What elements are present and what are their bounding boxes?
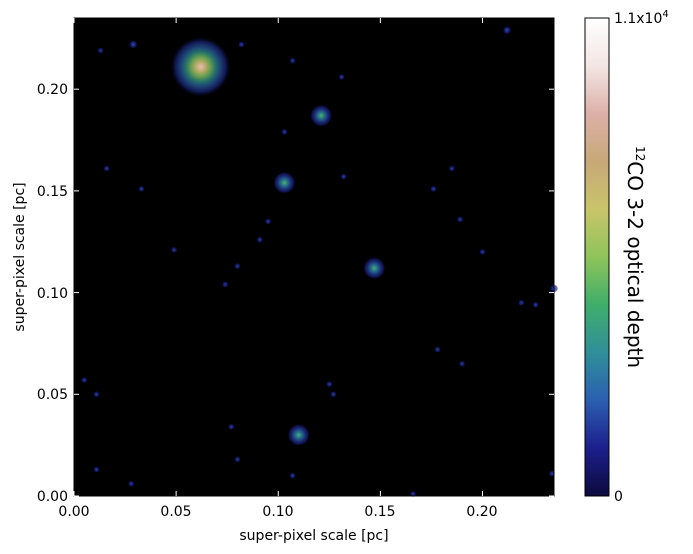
y-tick-label: 0.05 — [37, 387, 68, 403]
source-blob — [222, 281, 229, 288]
plot-area — [74, 18, 554, 496]
source-blob — [93, 391, 100, 398]
source-blob — [81, 377, 88, 384]
x-axis-title: super-pixel scale [pc] — [239, 528, 388, 544]
x-tick-label: 0.00 — [58, 504, 89, 520]
source-blob — [170, 36, 231, 97]
source-blob — [171, 246, 178, 253]
source-blob — [234, 456, 241, 463]
x-tick-label: 0.05 — [160, 504, 191, 520]
tick-marks — [73, 18, 554, 497]
source-blob — [363, 257, 386, 280]
source-blob — [265, 218, 272, 225]
x-axis: 0.00 0.05 0.10 0.15 0.20 super-pixel sca… — [58, 504, 497, 544]
source-blob — [338, 73, 345, 80]
y-tick-label: 0.20 — [37, 82, 68, 98]
source-blob — [330, 391, 337, 398]
source-blob — [479, 248, 486, 255]
colorbar-scale — [584, 17, 610, 497]
colorbar-title: 12CO 3-2 optical depth — [623, 146, 647, 368]
colorbar-max-label: 1.1x104 — [614, 9, 669, 27]
source-blob — [228, 423, 235, 430]
source-blob — [430, 185, 437, 192]
source-blob — [459, 360, 466, 367]
source-blob — [273, 171, 296, 194]
source-blob — [256, 236, 263, 243]
source-blob — [238, 41, 245, 48]
source-blob — [287, 423, 310, 446]
source-blob — [548, 470, 555, 477]
x-tick-label: 0.15 — [364, 504, 395, 520]
source-blob — [532, 301, 539, 308]
source-blob — [340, 173, 347, 180]
source-blob — [410, 490, 417, 497]
source-blob — [518, 299, 525, 306]
source-blob — [93, 466, 100, 473]
source-blob — [289, 57, 296, 64]
source-blob — [434, 346, 441, 353]
source-blob — [289, 472, 296, 479]
source-blob — [503, 26, 512, 35]
plot-frame — [73, 17, 555, 497]
source-blob — [234, 263, 241, 270]
source-blob — [281, 128, 288, 135]
x-tick-label: 0.10 — [262, 504, 293, 520]
y-tick-label: 0.15 — [37, 184, 68, 200]
source-blob — [310, 104, 333, 127]
y-tick-label: 0.10 — [37, 286, 68, 302]
source-blob — [129, 40, 138, 49]
sources-layer — [81, 26, 558, 497]
colorbar: 0 1.1x104 12CO 3-2 optical depth — [584, 9, 669, 505]
source-blob — [138, 185, 145, 192]
x-tick-label: 0.20 — [466, 504, 497, 520]
colorbar-min-label: 0 — [614, 489, 623, 505]
source-blob — [128, 480, 135, 487]
source-blob — [103, 165, 110, 172]
source-blob — [97, 47, 104, 54]
source-blob — [457, 216, 464, 223]
y-axis: 0.00 0.05 0.10 0.15 0.20 super-pixel sca… — [12, 82, 68, 505]
source-blob — [448, 165, 455, 172]
y-axis-title: super-pixel scale [pc] — [12, 182, 28, 331]
y-tick-label: 0.00 — [37, 489, 68, 505]
source-blob — [326, 381, 333, 388]
